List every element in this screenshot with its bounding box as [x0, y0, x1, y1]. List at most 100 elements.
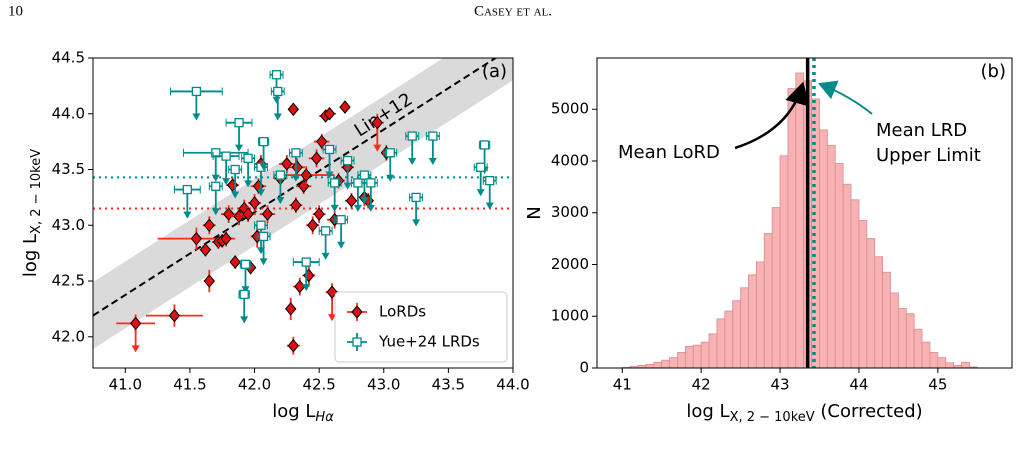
axis-label-text: log L: [20, 234, 41, 277]
y-tick-label: 43.0: [52, 216, 85, 234]
upper-limit-head: [183, 211, 192, 219]
data-point: [234, 118, 244, 128]
legend-label: LoRDs: [379, 303, 426, 321]
data-point: [323, 106, 336, 121]
data-point: [336, 215, 346, 225]
running-head: Casey et al.: [474, 3, 552, 19]
data-point: [182, 184, 192, 195]
data-point: [366, 178, 376, 188]
upper-limit-head: [476, 189, 485, 197]
histogram-bar: [819, 129, 828, 369]
histogram-bar: [858, 220, 868, 369]
axis-label-suffix: (Corrected): [815, 401, 923, 422]
data-point: [258, 231, 269, 242]
data-point: [129, 316, 142, 331]
histogram-bar: [874, 256, 884, 369]
axis-label-text: log L: [272, 401, 315, 422]
data-point: [476, 162, 486, 172]
histogram-bar: [937, 357, 947, 369]
histogram-bar: [961, 361, 970, 369]
data-point: [301, 257, 311, 267]
annotation: Mean LRD: [876, 120, 967, 141]
axis-label-subscript: X, 2 − 10keV: [730, 410, 815, 425]
data-point: [303, 268, 315, 283]
axis-label: log LHα: [272, 401, 334, 425]
upper-limit-head: [240, 316, 249, 324]
upper-limit-head: [343, 182, 352, 190]
data-point: [190, 231, 203, 246]
x-tick-label: 43: [770, 376, 789, 394]
y-tick-label: 42.0: [52, 327, 85, 345]
upper-limit-head: [373, 144, 382, 152]
upper-limit-head: [330, 204, 339, 212]
upper-limit-head: [386, 174, 395, 182]
data-point: [291, 148, 301, 158]
annotation: Mean LoRD: [618, 142, 720, 163]
data-point: [313, 207, 325, 221]
histogram-bar: [708, 333, 718, 369]
upper-limit-head: [231, 191, 240, 199]
upper-limit-head: [222, 178, 231, 186]
y-tick-label: 44.5: [52, 49, 85, 67]
x-tick-label: 42.5: [302, 376, 335, 394]
histogram-bar: [700, 341, 710, 369]
axis-label-subscript: X, 2 − 10keV: [29, 149, 44, 234]
histogram-bar: [929, 352, 939, 369]
x-tick-label: 43.5: [432, 376, 465, 394]
y-tick-label: 5000: [551, 100, 589, 118]
annotation-arrow: [818, 80, 873, 115]
upper-limit-head: [259, 163, 268, 171]
upper-limit-head: [272, 96, 281, 104]
histogram-bar: [866, 238, 876, 369]
data-point: [239, 289, 249, 300]
legend-box: [334, 291, 508, 363]
data-point: [221, 151, 231, 161]
histogram-bar: [732, 300, 741, 369]
data-point: [203, 274, 215, 288]
histogram-bar: [850, 199, 860, 369]
upper-limit-head: [337, 241, 346, 249]
x-tick-label: 43.0: [367, 376, 400, 394]
upper-limit-head: [259, 258, 268, 266]
histogram-bar: [740, 287, 749, 369]
data-point: [353, 178, 363, 188]
axis-label: N: [524, 206, 545, 219]
data-point: [342, 155, 353, 166]
y-tick-label: 4000: [551, 151, 589, 169]
data-point: [300, 168, 312, 182]
data-point: [226, 178, 239, 192]
x-tick-label: 41.5: [173, 376, 206, 394]
legend-marker: [351, 305, 363, 319]
data-point: [411, 192, 421, 203]
upper-limit-head: [291, 174, 300, 182]
histogram-bar: [748, 274, 757, 369]
page-number: 10: [8, 3, 23, 19]
data-point: [291, 160, 303, 175]
data-point: [320, 226, 331, 236]
data-point: [479, 140, 490, 150]
upper-limit-head: [353, 204, 362, 212]
upper-limit-head: [244, 180, 253, 188]
histogram-bar: [890, 292, 899, 369]
histogram-bar: [842, 183, 852, 369]
histogram-bar: [787, 88, 797, 369]
histogram-bar: [826, 145, 836, 369]
data-point: [310, 151, 323, 166]
data-point: [287, 338, 299, 353]
data-point: [324, 144, 335, 155]
y-tick-label: 1000: [551, 307, 589, 325]
histogram-bar: [882, 271, 891, 369]
histogram-bar: [653, 361, 663, 369]
upper-limit-head: [211, 174, 220, 182]
histogram-bar: [795, 72, 805, 369]
y-tick-label: 43.5: [52, 160, 85, 178]
axis-label-subscript: Hα: [315, 410, 334, 425]
data-point: [199, 243, 212, 257]
x-tick-label: 42: [692, 376, 711, 394]
panel-label: (a): [482, 61, 507, 82]
plot-area: Lin+12: [93, 58, 513, 355]
x-tick-label: 42.0: [238, 376, 271, 394]
data-point: [275, 170, 286, 180]
upper-limit-head: [192, 113, 201, 121]
